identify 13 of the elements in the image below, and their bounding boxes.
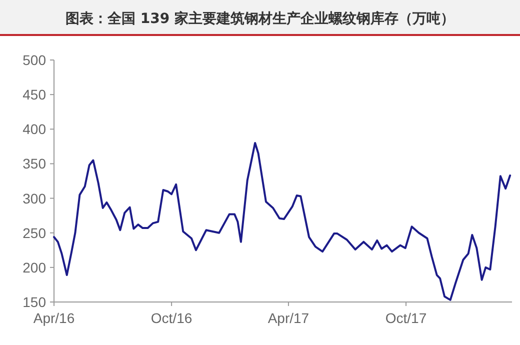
x-tick-label: Apr/16 bbox=[33, 310, 75, 326]
y-tick-label: 300 bbox=[22, 190, 46, 206]
y-tick-label: 350 bbox=[22, 156, 46, 172]
y-tick-label: 450 bbox=[22, 86, 46, 103]
y-tick-label: 400 bbox=[22, 121, 46, 138]
x-tick-label: Oct/16 bbox=[150, 310, 192, 326]
y-tick-label: 150 bbox=[22, 294, 46, 310]
x-tick-label: Oct/17 bbox=[385, 310, 427, 326]
y-tick-label: 200 bbox=[22, 259, 46, 276]
y-tick-label: 500 bbox=[22, 52, 46, 68]
y-tick-label: 250 bbox=[22, 224, 46, 241]
chart-title: 图表：全国 139 家主要建筑钢材生产企业螺纹钢库存（万吨） bbox=[66, 10, 454, 27]
x-tick-label: Apr/17 bbox=[268, 310, 310, 326]
